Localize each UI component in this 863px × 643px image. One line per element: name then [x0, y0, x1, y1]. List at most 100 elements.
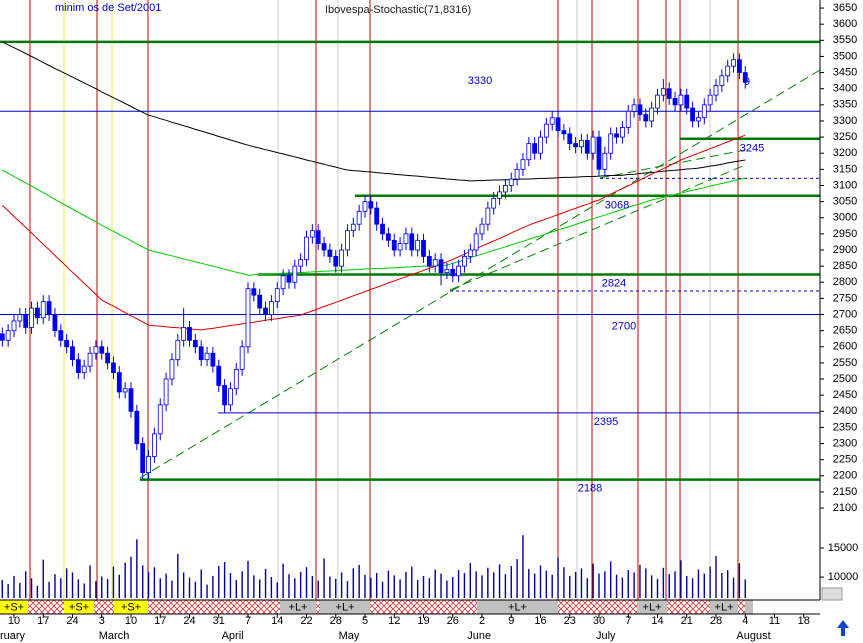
volume-bar [165, 573, 167, 598]
signal-cell [710, 600, 738, 614]
volume-bar [481, 575, 483, 598]
candle-body [602, 152, 608, 170]
volume-bar [200, 569, 202, 598]
candle-body [643, 114, 649, 122]
volume-bar [288, 574, 290, 598]
candle-body [731, 59, 736, 67]
volume-bar [498, 564, 501, 598]
candle-body [666, 88, 672, 99]
volume-bar [727, 570, 729, 598]
volume-bar [452, 577, 454, 598]
candle-body [304, 236, 309, 261]
candle-body [58, 330, 64, 341]
x-tick-label: 19 [417, 615, 429, 627]
candle-body [725, 65, 731, 77]
volume-bar [42, 559, 44, 598]
volume-bar [381, 581, 384, 598]
candle-body [151, 433, 157, 457]
y-tick-label: 3150 [833, 163, 857, 175]
candle-body [263, 307, 268, 315]
x-tick-label: 22 [300, 615, 312, 627]
volume-bar [259, 579, 261, 598]
volume-bar [610, 561, 612, 598]
x-tick-label: 30 [593, 615, 605, 627]
candle-body [690, 107, 695, 122]
y-tick-label: 2200 [833, 470, 857, 482]
volume-bar [469, 563, 471, 598]
moving-average [1, 134, 746, 331]
candle-body [245, 288, 251, 348]
candle-body [280, 275, 286, 290]
candle-body [561, 130, 567, 135]
y-tick-label: 3000 [833, 212, 857, 224]
y-tick-label: 2350 [833, 421, 857, 433]
candle-body [532, 143, 538, 154]
candle-body [543, 123, 549, 138]
x-tick-label: 12 [388, 615, 400, 627]
candle-body [315, 230, 321, 244]
scroll-box[interactable] [821, 587, 843, 601]
candle-body [737, 59, 742, 73]
volume-bar [434, 569, 436, 598]
x-tick-label: 4 [742, 615, 748, 627]
volume-bar [598, 573, 600, 598]
volume-bar [533, 573, 536, 598]
candle-body [426, 256, 432, 267]
scroll-arrow[interactable] [837, 620, 849, 636]
volume-bar [77, 579, 80, 598]
moving-average [2, 169, 746, 276]
candle-body [397, 243, 403, 251]
candle-body [409, 233, 415, 251]
candle-body [23, 314, 29, 328]
candle-body [29, 307, 34, 328]
candle-body [81, 365, 87, 373]
x-tick-label: 16 [534, 615, 546, 627]
candle-body [64, 339, 70, 348]
candle-body [134, 410, 140, 444]
candle-body [122, 388, 128, 393]
signal-cell [114, 600, 148, 614]
y-tick-label: 2850 [833, 260, 857, 272]
candle-body [584, 139, 590, 154]
y-tick-label: 3050 [833, 196, 857, 208]
volume-bar [422, 575, 425, 598]
volume-bar [621, 577, 624, 598]
volume-bar [697, 569, 700, 598]
volume-bar [715, 556, 717, 598]
volume-bar [206, 584, 208, 598]
y-tick-label: 2250 [833, 454, 857, 466]
volume-bar [516, 559, 518, 598]
volume-bar [574, 571, 577, 598]
volume-bar [194, 581, 197, 598]
volume-bar [457, 570, 460, 598]
volume-bar [387, 570, 390, 598]
signal-label: +S+ [121, 601, 141, 613]
candle-body [140, 443, 146, 473]
candle-body [608, 133, 614, 154]
volume-bar [656, 578, 659, 598]
signal-cell [477, 600, 558, 614]
candle-body [380, 223, 385, 235]
candle-body [339, 249, 345, 267]
volume-bar [522, 535, 524, 598]
candle-body [87, 352, 93, 367]
volume-bar [416, 579, 419, 598]
candle-body [327, 249, 333, 257]
signal-label: +L+ [643, 601, 662, 613]
level-label: 3330 [468, 75, 492, 87]
candle-body [35, 307, 40, 319]
candle-body [655, 94, 660, 109]
candle-body [520, 159, 526, 170]
volume-bar [446, 580, 448, 598]
y-tick-label: 3100 [833, 179, 857, 191]
candle-body [660, 88, 666, 96]
candle-body [309, 230, 315, 238]
candle-body [274, 288, 280, 303]
volume-bar [130, 556, 132, 598]
x-tick-label: 14 [271, 615, 283, 627]
x-tick-label: 28 [330, 615, 342, 627]
candle-body [116, 372, 122, 393]
volume-bar [586, 578, 588, 598]
candle-body [169, 359, 175, 380]
